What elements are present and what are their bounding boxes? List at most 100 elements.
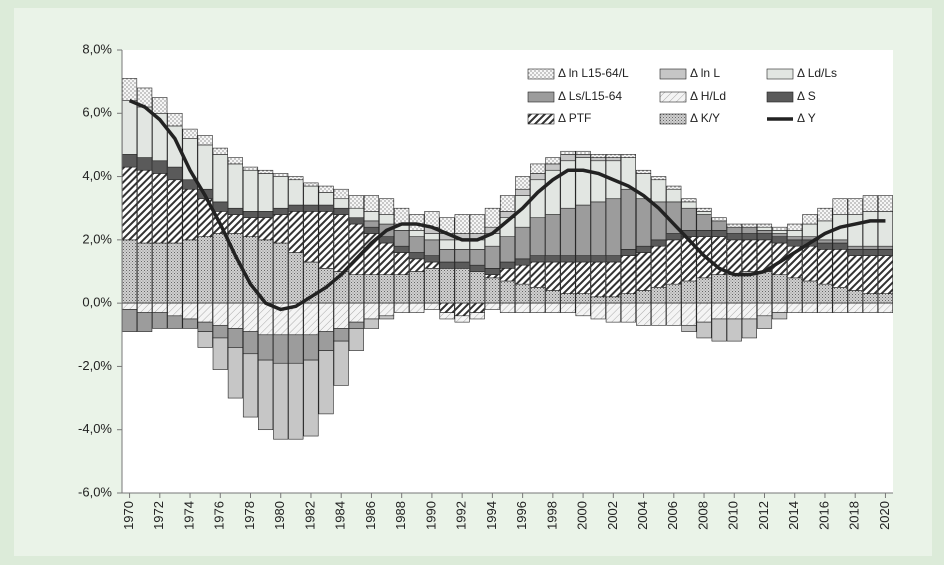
x-tick-label: 1972 xyxy=(151,501,166,530)
bar-segment xyxy=(409,252,425,260)
bar-segment xyxy=(515,176,531,190)
bar-segment xyxy=(348,302,364,323)
bar-segment xyxy=(605,157,621,162)
bar-segment xyxy=(756,230,773,234)
x-tick-label: 1994 xyxy=(484,501,499,530)
bar-segment xyxy=(877,302,893,313)
bar-segment xyxy=(666,185,682,190)
bar-segment xyxy=(273,242,289,304)
bar-segment xyxy=(227,214,243,234)
bar-segment xyxy=(363,195,379,212)
bar-segment xyxy=(711,302,727,320)
bar-segment xyxy=(379,198,395,215)
y-tick-label: -4,0% xyxy=(78,421,112,436)
bar-segment xyxy=(318,302,334,332)
bar-segment xyxy=(439,302,455,313)
bar-segment xyxy=(197,321,213,332)
bar-segment xyxy=(515,226,531,260)
bar-segment xyxy=(197,236,213,304)
bar-segment xyxy=(651,179,667,203)
bar-segment xyxy=(787,223,803,231)
bar-segment xyxy=(575,293,591,304)
bar-segment xyxy=(711,217,727,222)
bar-segment xyxy=(515,283,531,304)
bar-segment xyxy=(545,157,561,165)
bar-segment xyxy=(379,274,395,304)
bar-segment xyxy=(575,157,591,206)
x-tick-label: 2008 xyxy=(695,501,710,530)
bar-segment xyxy=(530,261,546,288)
bar-segment xyxy=(212,154,228,203)
bar-segment xyxy=(303,185,319,206)
bar-segment xyxy=(560,154,576,162)
bar-segment xyxy=(666,233,682,241)
bar-segment xyxy=(258,217,274,241)
bar-segment xyxy=(802,214,818,225)
bar-segment xyxy=(741,226,757,234)
bar-segment xyxy=(636,290,652,304)
bar-segment xyxy=(590,255,606,263)
bar-segment xyxy=(756,302,773,317)
bar-segment xyxy=(787,230,803,237)
bar-segment xyxy=(167,242,183,304)
bar-segment xyxy=(348,274,364,304)
y-tick-label: 0,0% xyxy=(82,295,112,310)
bar-segment xyxy=(696,214,712,231)
bar-segment xyxy=(273,362,289,440)
bar-segment xyxy=(651,302,667,326)
bar-segment xyxy=(499,261,516,269)
bar-segment xyxy=(620,302,636,323)
bar-segment xyxy=(877,255,893,294)
bar-segment xyxy=(530,287,546,304)
bar-segment xyxy=(575,302,591,317)
bar-segment xyxy=(696,230,712,237)
bar-segment xyxy=(560,261,576,294)
bar-segment xyxy=(469,214,485,234)
bar-segment xyxy=(167,302,183,317)
bar-segment xyxy=(877,293,893,304)
bar-segment xyxy=(636,198,652,247)
bar-segment xyxy=(379,315,395,320)
bar-segment xyxy=(197,302,213,323)
bar-segment xyxy=(348,217,364,225)
bar-segment xyxy=(318,204,334,212)
legend-swatch xyxy=(527,68,555,80)
x-tick-label: 2006 xyxy=(665,501,680,530)
bar-segment xyxy=(802,280,818,304)
bar-segment xyxy=(590,154,606,158)
bar-segment xyxy=(394,207,410,225)
bar-segment xyxy=(711,220,727,231)
bar-segment xyxy=(303,182,319,187)
bar-segment xyxy=(394,302,410,313)
bar-segment xyxy=(212,201,228,212)
bar-segment xyxy=(363,220,379,228)
bar-segment xyxy=(726,318,742,342)
legend xyxy=(522,62,882,130)
bar-segment xyxy=(545,290,561,304)
bar-segment xyxy=(227,347,243,399)
bar-segment xyxy=(439,261,455,269)
x-tick-label: 2016 xyxy=(816,501,831,530)
bar-segment xyxy=(515,264,531,285)
bar-segment xyxy=(288,334,304,364)
bar-segment xyxy=(530,217,546,256)
bar-segment xyxy=(877,211,893,247)
bar-segment xyxy=(605,261,621,298)
bar-segment xyxy=(575,261,591,294)
bar-segment xyxy=(877,245,893,250)
bar-segment xyxy=(847,249,863,256)
bar-segment xyxy=(696,207,712,212)
bar-segment xyxy=(666,188,682,203)
bar-segment xyxy=(454,261,470,269)
bar-segment xyxy=(152,160,168,174)
bar-segment xyxy=(636,302,652,326)
bar-segment xyxy=(137,242,153,304)
y-tick-label: 8,0% xyxy=(82,41,112,56)
bar-segment xyxy=(394,252,410,275)
y-tick-label: 2,0% xyxy=(82,231,112,246)
bar-segment xyxy=(802,302,818,313)
bar-segment xyxy=(636,252,652,291)
bar-segment xyxy=(515,258,531,266)
legend-swatch xyxy=(766,68,794,80)
